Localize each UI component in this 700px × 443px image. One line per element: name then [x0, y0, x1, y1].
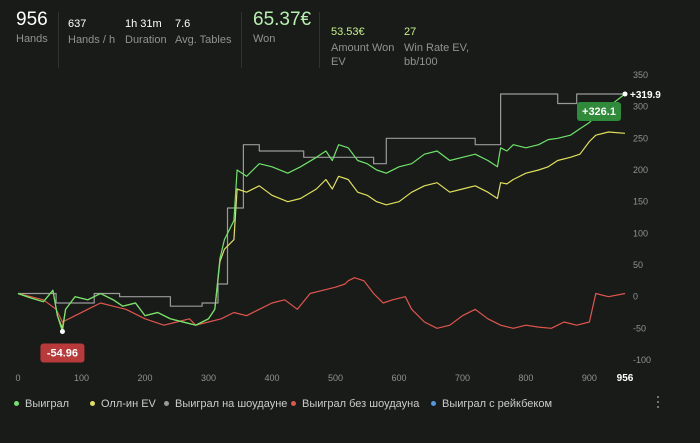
series-line-allin_ev — [17, 131, 626, 329]
y-tick-label: -50 — [633, 323, 646, 333]
x-tick-label: 700 — [455, 373, 470, 383]
min-point-marker — [59, 329, 65, 334]
x-tick-label: 400 — [264, 373, 279, 383]
y-tick-label: 200 — [633, 165, 648, 175]
legend-dot-icon — [164, 400, 169, 406]
win-rate-ev-label-2: bb/100 — [404, 56, 438, 68]
legend-label: Олл-ин EV — [101, 398, 156, 410]
won-value: 65.37€ — [253, 9, 312, 30]
x-tick-label: 100 — [74, 373, 89, 383]
x-tick-label: 900 — [582, 373, 597, 383]
hands-label: Hands — [16, 33, 48, 45]
win-rate-ev-stat: 27 Win Rate EV, bb/100 — [404, 14, 469, 69]
min-value-tag — [40, 343, 85, 363]
legend-label: Выиграл — [25, 398, 70, 410]
y-tick-label: 300 — [633, 102, 648, 112]
won-stat: 65.37€ Won — [253, 10, 311, 46]
x-tick-label: 800 — [518, 373, 533, 383]
x-tick-label: 600 — [391, 373, 406, 383]
legend-label: Выиграл на шоудауне — [175, 398, 288, 410]
hands-stat: 956 Hands — [16, 10, 48, 46]
y-tick-label: 0 — [633, 292, 638, 302]
stats-divider — [319, 12, 320, 68]
x-tick-label: 500 — [328, 373, 343, 383]
duration-stat: 1h 31m Duration — [125, 14, 167, 47]
y-tick-label: 250 — [633, 133, 648, 143]
amount-won-ev-value: 53.53€ — [331, 26, 365, 38]
legend-label: Выиграл с рейкбеком — [442, 398, 553, 410]
won-label: Won — [253, 33, 276, 45]
end-value-label: +319.9 — [630, 90, 661, 101]
max-value-tag — [577, 102, 621, 121]
hands-per-hour-label: Hands / h — [68, 34, 116, 46]
legend-dot-icon — [291, 400, 296, 406]
duration-value: 1h 31m — [125, 18, 162, 30]
x-end-label: 956 — [617, 373, 634, 384]
stats-divider — [241, 12, 242, 68]
stats-divider — [58, 12, 59, 68]
legend-item[interactable]: Выиграл без шоудауна — [291, 398, 419, 410]
series-line-showdown — [18, 93, 625, 307]
min-value-label: -54.96 — [47, 348, 78, 360]
x-tick-label: 200 — [137, 373, 152, 383]
legend-item[interactable]: Выиграл с рейкбеком — [431, 398, 552, 410]
max-point-marker — [622, 91, 628, 97]
y-tick-label: -100 — [633, 355, 651, 365]
legend-item[interactable]: Выиграл на шоудауне — [164, 398, 287, 410]
legend-dot-icon — [90, 400, 95, 406]
hands-per-hour-value: 637 — [68, 18, 87, 30]
amount-won-ev-label-2: EV — [331, 56, 346, 68]
hands-per-hour-stat: 637 Hands / h — [68, 14, 115, 47]
avg-tables-stat: 7.6 Avg. Tables — [175, 14, 231, 47]
more-options-icon[interactable] — [654, 396, 662, 410]
y-tick-label: 150 — [633, 197, 648, 207]
y-tick-label: 350 — [633, 70, 648, 80]
legend-dot-icon — [431, 400, 436, 406]
win-rate-ev-value: 27 — [404, 26, 417, 38]
x-tick-label: 0 — [15, 373, 20, 383]
duration-label: Duration — [125, 34, 167, 46]
series-line-won — [17, 93, 626, 333]
legend-item[interactable]: Олл-ин EV — [90, 398, 156, 410]
amount-won-ev-label-1: Amount Won — [331, 42, 395, 54]
legend-label: Выиграл без шоудауна — [302, 398, 420, 410]
series-line-non_showdown — [17, 277, 626, 329]
x-tick-label: 300 — [201, 373, 216, 383]
legend-dot-icon — [14, 400, 19, 406]
avg-tables-label: Avg. Tables — [175, 34, 232, 46]
amount-won-ev-stat: 53.53€ Amount Won EV — [331, 14, 394, 69]
win-rate-ev-label-1: Win Rate EV, — [404, 42, 470, 54]
hands-value: 956 — [16, 9, 48, 30]
stats-bar: 956 Hands 637 Hands / h 1h 31m Duration … — [0, 0, 700, 70]
y-tick-label: 100 — [633, 228, 648, 238]
max-value-label: +326.1 — [582, 106, 616, 118]
avg-tables-value: 7.6 — [175, 18, 191, 30]
legend-item[interactable]: Выиграл — [14, 398, 69, 410]
y-tick-label: 50 — [633, 260, 643, 270]
